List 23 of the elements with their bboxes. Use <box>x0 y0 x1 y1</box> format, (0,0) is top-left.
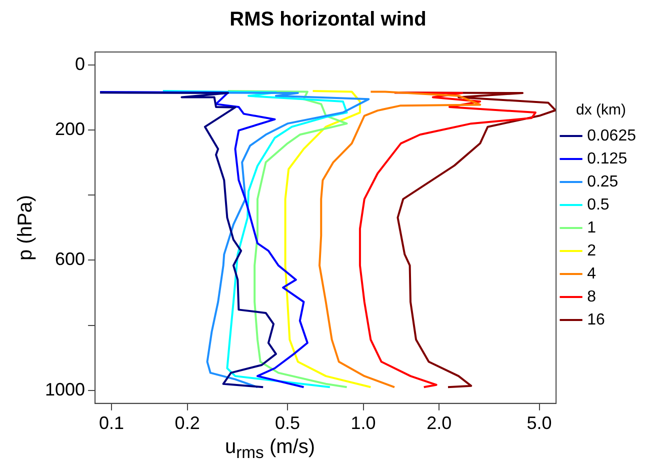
legend-label: 1 <box>587 219 596 236</box>
y-axis-title: p (hPa) <box>14 194 37 260</box>
legend-label: 0.125 <box>587 150 628 168</box>
x-tick-label: 2.0 <box>426 413 452 434</box>
legend-label: 0.5 <box>587 196 610 214</box>
legend-label: 8 <box>587 288 596 306</box>
y-tick-label: 600 <box>54 249 86 270</box>
legend-label: 0.25 <box>587 173 618 190</box>
x-tick-label: 0.1 <box>99 413 124 434</box>
legend-title: dx (km) <box>576 102 626 119</box>
chart-title: RMS horizontal wind <box>230 8 426 31</box>
x-tick-label: 5.0 <box>526 413 552 434</box>
legend-label: 2 <box>587 242 596 260</box>
legend-label: 4 <box>587 265 596 282</box>
legend-label: 16 <box>587 311 605 328</box>
x-axis-title: u$_{rms}$ (m/s) <box>224 436 316 463</box>
y-tick-label: 1000 <box>44 379 86 400</box>
x-tick-label: 0.2 <box>174 413 200 434</box>
x-tick-label: 1.0 <box>350 413 376 434</box>
x-tick-label: 0.5 <box>274 413 300 434</box>
legend-label: 0.0625 <box>587 127 636 144</box>
y-tick-label: 200 <box>54 119 86 140</box>
y-tick-label: 0 <box>75 54 86 74</box>
